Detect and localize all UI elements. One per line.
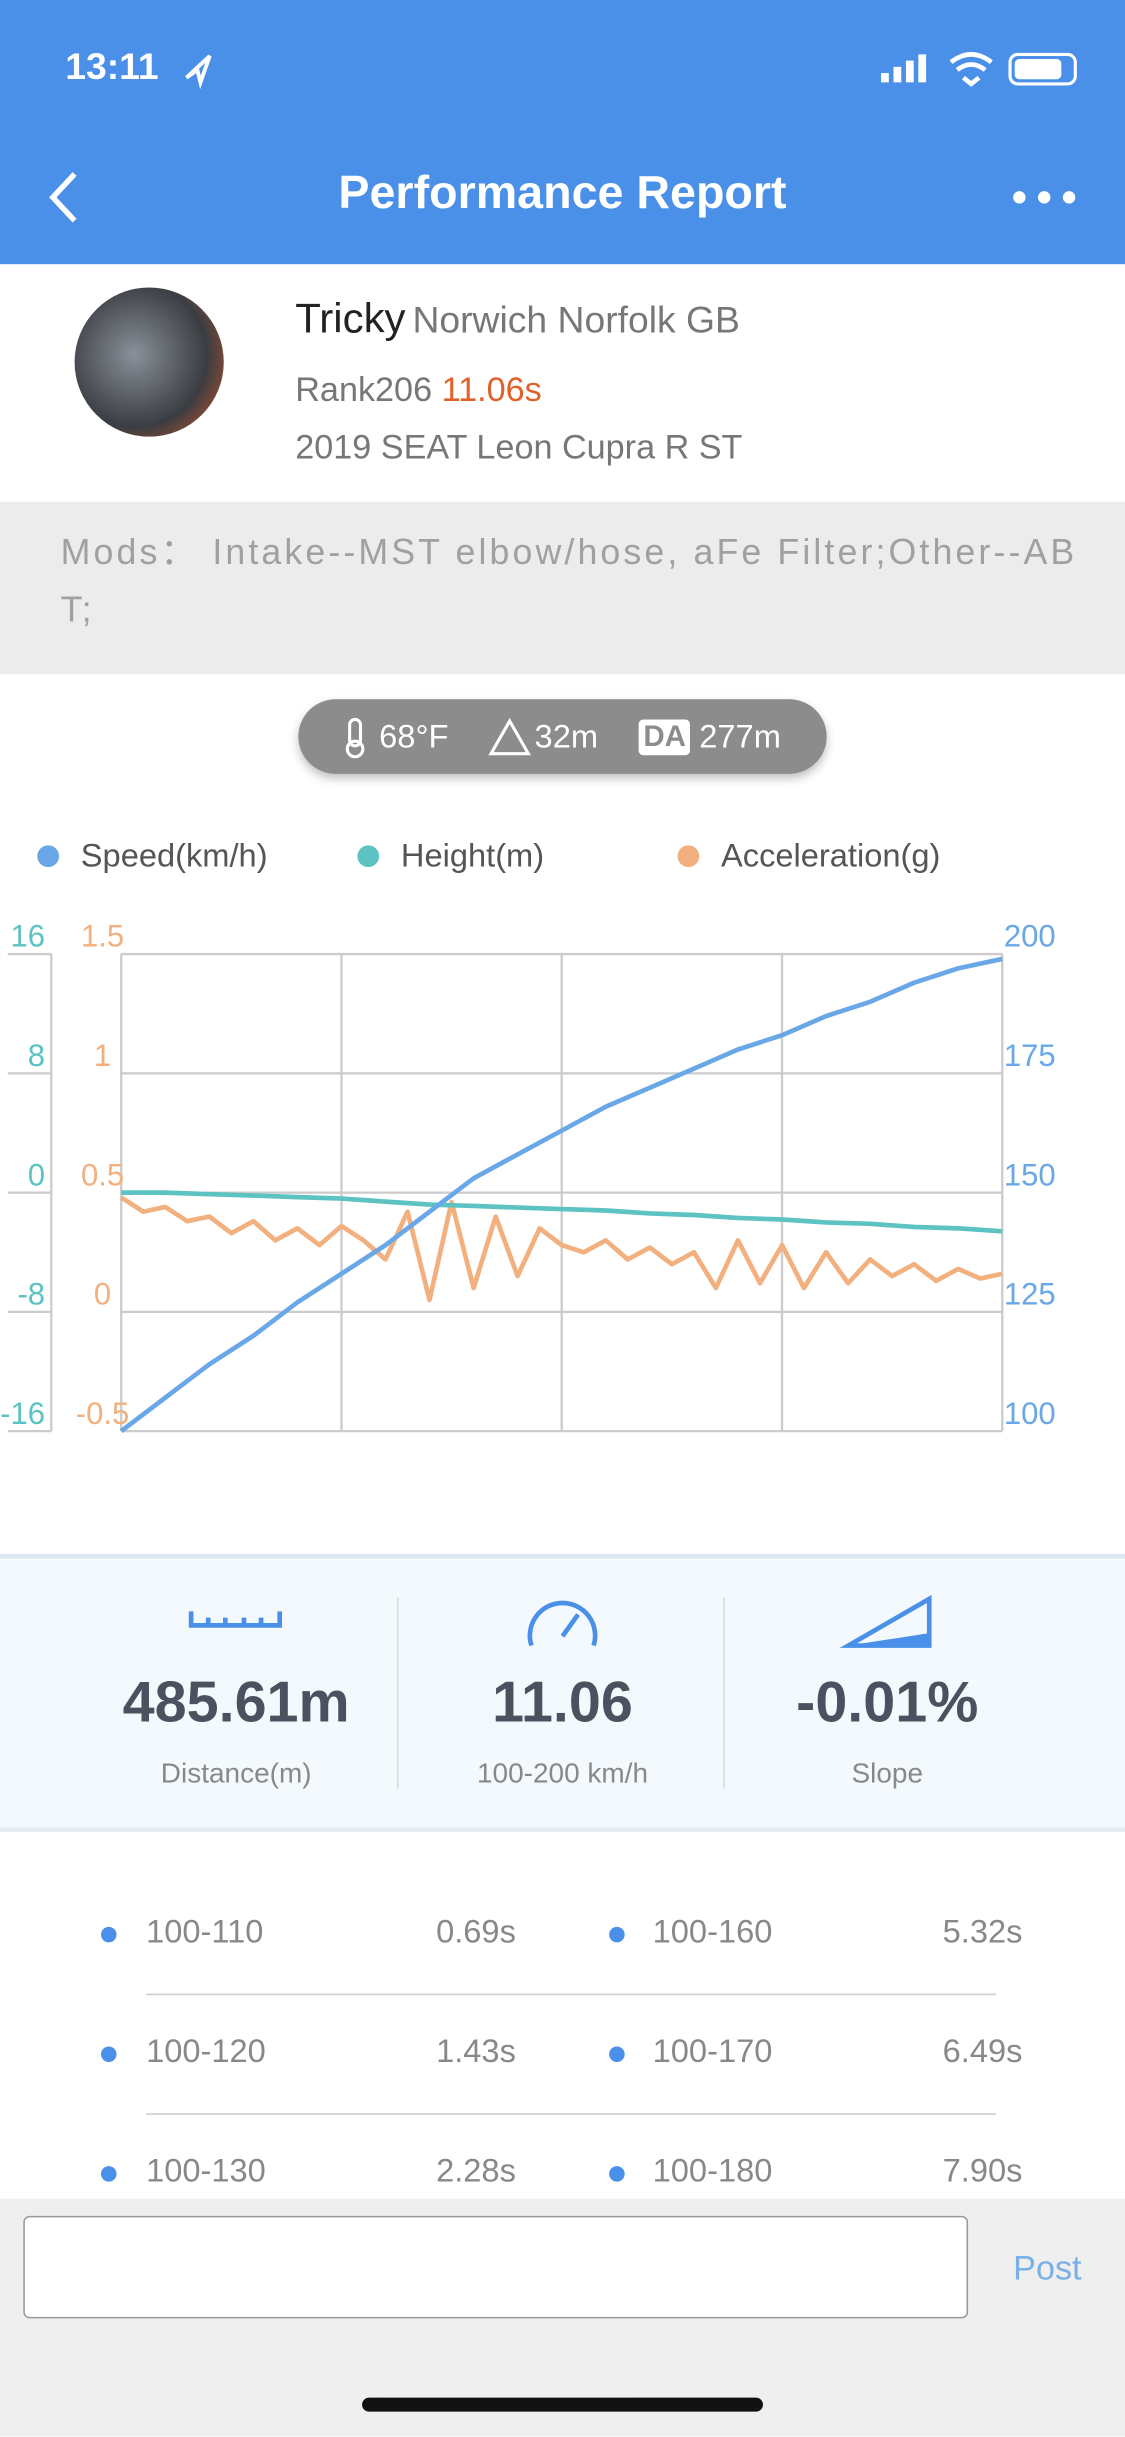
battery-icon [1008, 52, 1077, 86]
rank-line: Rank206 11.06s [295, 370, 541, 410]
split-dot [101, 2046, 117, 2063]
y-tick-label: -8 [17, 1277, 45, 1312]
app-bar-icons [49, 52, 1077, 223]
post-button[interactable]: Post [1013, 2248, 1082, 2288]
y3-tick-label: 0.5 [81, 1157, 124, 1192]
comment-bar: Post [0, 2198, 1125, 2437]
location-icon [185, 54, 212, 90]
y3-tick-label: 1 [94, 1038, 111, 1073]
car: 2019 SEAT Leon Cupra R ST [295, 427, 743, 467]
split-dot [101, 1926, 117, 1943]
split-label: 100-180 [652, 2153, 773, 2190]
legend-dot [357, 845, 380, 868]
split-time: 0.69s [436, 1914, 516, 1951]
split-label: 100-120 [146, 2034, 266, 2070]
split-label: 100-170 [652, 2034, 773, 2070]
status-time: 13:11 [65, 46, 159, 89]
series-line [119, 956, 1003, 1433]
density-altitude: 277m [699, 719, 781, 756]
stat-icons [188, 1594, 932, 1789]
y2-tick-label: 200 [1004, 919, 1056, 954]
stat-value: -0.01% [796, 1670, 979, 1735]
conditions-pill: 68°F 32m DA 277m [298, 699, 827, 774]
wifi-icon [949, 52, 993, 87]
more-button[interactable] [1013, 191, 1076, 204]
split-label: 100-110 [146, 1914, 264, 1951]
y2-tick-label: 150 [1004, 1157, 1056, 1192]
mods-text: Mods： Intake--MST elbow/hose, aFe Filter… [60, 531, 1078, 630]
da-label: DA [643, 721, 686, 754]
stat-value: 485.61m [122, 1670, 350, 1735]
stat-label: Distance(m) [160, 1757, 312, 1789]
legend-dot [677, 845, 700, 868]
stat-value: 11.06 [492, 1670, 633, 1735]
y2-tick-label: 100 [1004, 1396, 1056, 1431]
stat-label: 100-200 km/h [476, 1757, 649, 1789]
y-tick-label: 0 [28, 1157, 45, 1192]
signal-icon [881, 54, 927, 83]
split-dot [609, 2166, 625, 2182]
y3-tick-label: 1.5 [81, 919, 124, 954]
legend-label: Height(m) [401, 836, 544, 873]
y3-tick-label: -0.5 [76, 1396, 130, 1431]
split-separator [146, 1993, 997, 1996]
split-time: 7.90s [942, 2153, 1023, 2190]
split-dot [609, 2046, 625, 2063]
legend-label: Speed(km/h) [81, 836, 268, 873]
legend-label: Acceleration(g) [721, 836, 940, 873]
battery-level [1014, 59, 1062, 80]
condition-icons [345, 717, 690, 759]
user-name: Tricky [295, 295, 406, 342]
y3-tick-label: 0 [94, 1277, 111, 1312]
split-label: 100-160 [652, 1914, 773, 1951]
split-label: 100-130 [146, 2153, 266, 2190]
altitude: 32m [534, 719, 599, 756]
splits: 100-110 0.69s 100-160 5.32s 100-120 1.43s 100-… [0, 1834, 1125, 2207]
split-dot [101, 2166, 117, 2182]
split-time: 5.32s [942, 1914, 1023, 1951]
app-bar: 13:11 Performance Report [0, 0, 1125, 265]
user-location: Norwich Norfolk GB [412, 299, 740, 342]
rank: Rank206 [295, 369, 433, 409]
avatar [74, 287, 224, 437]
stat-label: Slope [851, 1757, 924, 1789]
split-time: 6.49s [942, 2034, 1023, 2070]
page-title: Performance Report [338, 167, 787, 220]
temperature: 68°F [379, 719, 449, 756]
split-separator [146, 2113, 997, 2115]
split-time: 2.28s [436, 2153, 516, 2190]
home-indicator [362, 2397, 763, 2412]
back-button[interactable] [49, 172, 77, 223]
mods-band: Mods： Intake--MST elbow/hose, aFe Filter… [0, 501, 1125, 675]
chart: Speed(km/h) Height(m) Acceleration(g)10012… [0, 836, 1056, 1433]
y-tick-label: 16 [11, 919, 46, 954]
y-tick-label: -16 [0, 1396, 45, 1431]
split-dot [609, 1926, 625, 1943]
comment-input[interactable] [23, 2215, 969, 2319]
profile-line: Tricky Norwich Norfolk GB [295, 295, 740, 343]
y2-tick-label: 175 [1004, 1038, 1056, 1073]
series-line [121, 1190, 1003, 1234]
y-tick-label: 8 [28, 1038, 45, 1073]
split-time: 1.43s [436, 2034, 516, 2070]
stats-band: 485.61m Distance(m) 11.06 100-200 km/h -0.01… [0, 1553, 1125, 1833]
best-time: 11.06s [441, 369, 542, 409]
series-line [119, 1195, 1003, 1303]
legend-dot [37, 845, 60, 868]
y2-tick-label: 125 [1004, 1277, 1056, 1312]
